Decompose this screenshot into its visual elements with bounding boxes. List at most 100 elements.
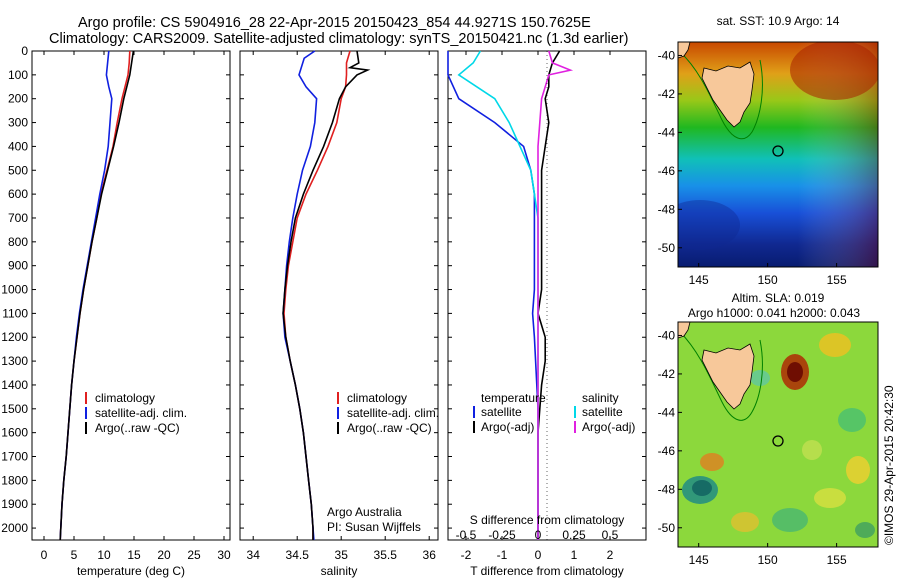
salinity-difference-ticks: -0.5 -0.25 0 0.25 0.5 [456,528,619,542]
sst-map-frame [677,41,879,268]
temperature-legend: climatology satellite-adj. clim. Argo(..… [85,391,187,435]
sla-patch [802,440,822,460]
legend-label-t-argo: Argo(-adj) [481,420,534,434]
difference-y-ticks [448,50,646,529]
argo-position-marker [772,435,784,447]
x-tick-label: 34 [247,548,261,562]
series-line [59,50,113,541]
sla-patch [819,333,851,357]
series-line [457,50,539,540]
depth-tick-label: 1200 [1,330,28,344]
legend-label-argo: Argo(..raw -QC) [95,421,180,435]
salinity-series [282,50,371,541]
sla-patch [787,362,803,382]
depth-tick-label: 1900 [1,497,28,511]
map-x-tick-label: 155 [827,553,847,567]
x-tick-label: 2 [607,548,614,562]
series-line [282,50,318,541]
salinity-x-axis: 34 34.5 35 35.5 36 [247,51,436,562]
depth-tick-label: 1100 [2,306,28,320]
map-y-tick-label: -44 [658,405,676,419]
sst-warm-patch [790,42,878,100]
legend-label-satellite: satellite-adj. clim. [95,406,187,420]
x-tick-label: 10 [97,548,111,562]
x-tick-label: 20 [157,548,171,562]
temperature-series [59,50,135,541]
argo-position-marker [772,145,784,157]
map-y-tick-label: -44 [658,125,676,139]
series-line [537,50,574,540]
difference-legend: temperature salinity satellite Argo(-adj… [473,391,635,434]
map-y-tick-label: -50 [658,241,676,255]
depth-tick-label: 1400 [1,378,28,392]
x-tick-label: 34.5 [286,548,310,562]
sla-map-title-line2: Argo h1000: 0.041 h2000: 0.043 [688,306,860,320]
legend-label-s-satellite: satellite [582,405,623,419]
depth-tick-label: 1700 [1,450,28,464]
x-tick-label: 35.5 [374,548,398,562]
depth-tick-label: 1500 [1,402,28,416]
legend-label-s-argo: Argo(-adj) [582,420,635,434]
depth-tick-label: 700 [8,211,28,225]
imos-watermark: ©IMOS 29-Apr-2015 20:42:30 [882,385,896,545]
x-tick-label: 0 [535,548,542,562]
x-tick-label: 35 [335,548,349,562]
legend-label-argo: Argo(..raw -QC) [347,421,432,435]
legend-label-t-satellite: satellite [481,405,522,419]
depth-tick-label: 1600 [1,426,28,440]
depth-tick-label: 2000 [1,521,28,535]
salinity-panel: 34 34.5 35 35.5 36 salinity climatology sate… [239,50,439,578]
map-y-tick-label: -48 [658,202,676,216]
map-x-tick-label: 150 [758,273,778,287]
sla-patch [814,488,846,508]
map-y-tick-label: -46 [658,444,676,458]
sla-patch [750,370,770,386]
map-y-tick-label: -42 [658,87,676,101]
salinity-y-ticks [240,50,438,529]
salinity-x-label: salinity [321,564,358,578]
map-y-tick-label: -46 [658,164,676,178]
s-diff-tick-label: 0.5 [602,528,619,542]
x-tick-label: 25 [187,548,201,562]
depth-tick-label: 0 [21,44,28,58]
depth-tick-label: 1000 [1,283,28,297]
sla-patch [700,453,724,471]
x-tick-label: 1 [571,548,578,562]
legend-title-salinity: salinity [582,391,619,405]
legend-label-climatology: climatology [347,391,407,405]
credit-line1: Argo Australia [327,505,402,519]
map-x-tick-label: 145 [689,273,709,287]
legend-title-temperature: temperature [481,391,546,405]
map-x-tick-label: 155 [827,273,847,287]
depth-tick-label: 300 [8,116,28,130]
depth-tick-label: 100 [8,68,28,82]
series-line [537,50,561,540]
s-diff-tick-label: -0.25 [488,528,516,542]
mainland-coast [678,322,691,339]
x-tick-label: 5 [71,548,78,562]
isobath-contour [679,51,763,140]
temperature-x-label: temperature (deg C) [77,564,185,578]
map-y-tick-label: -42 [658,367,676,381]
difference-series [447,50,574,540]
tasmania-land [701,61,755,128]
depth-tick-label: 1300 [1,354,28,368]
depth-tick-label: 1800 [1,473,28,487]
header-subtitle: Climatology: CARS2009. Satellite-adjuste… [49,31,629,47]
depth-tick-label: 500 [8,163,28,177]
sla-map-frame [677,321,879,548]
map-y-tick-label: -50 [658,521,676,535]
sst-cool-patch [678,200,740,250]
map-x-tick-label: 145 [689,553,709,567]
salinity-axes-frame [239,50,439,541]
depth-tick-label: 800 [8,235,28,249]
sla-patch [692,480,712,496]
temperature-axes-frame [31,50,231,541]
x-tick-label: -2 [461,548,472,562]
depth-tick-label: 200 [8,92,28,106]
x-tick-label: 0 [41,548,48,562]
depth-axis: 0 100 200 300 400 500 600 700 800 900 1000 1100 1200… [1,44,230,535]
s-diff-tick-label: -0.5 [456,528,477,542]
header-title: Argo profile: CS 5904916_28 22-Apr-2015 … [78,15,591,31]
sla-map-axes: 145 150 155 -40 -42 -44 -46 -48 -50 [658,328,847,567]
